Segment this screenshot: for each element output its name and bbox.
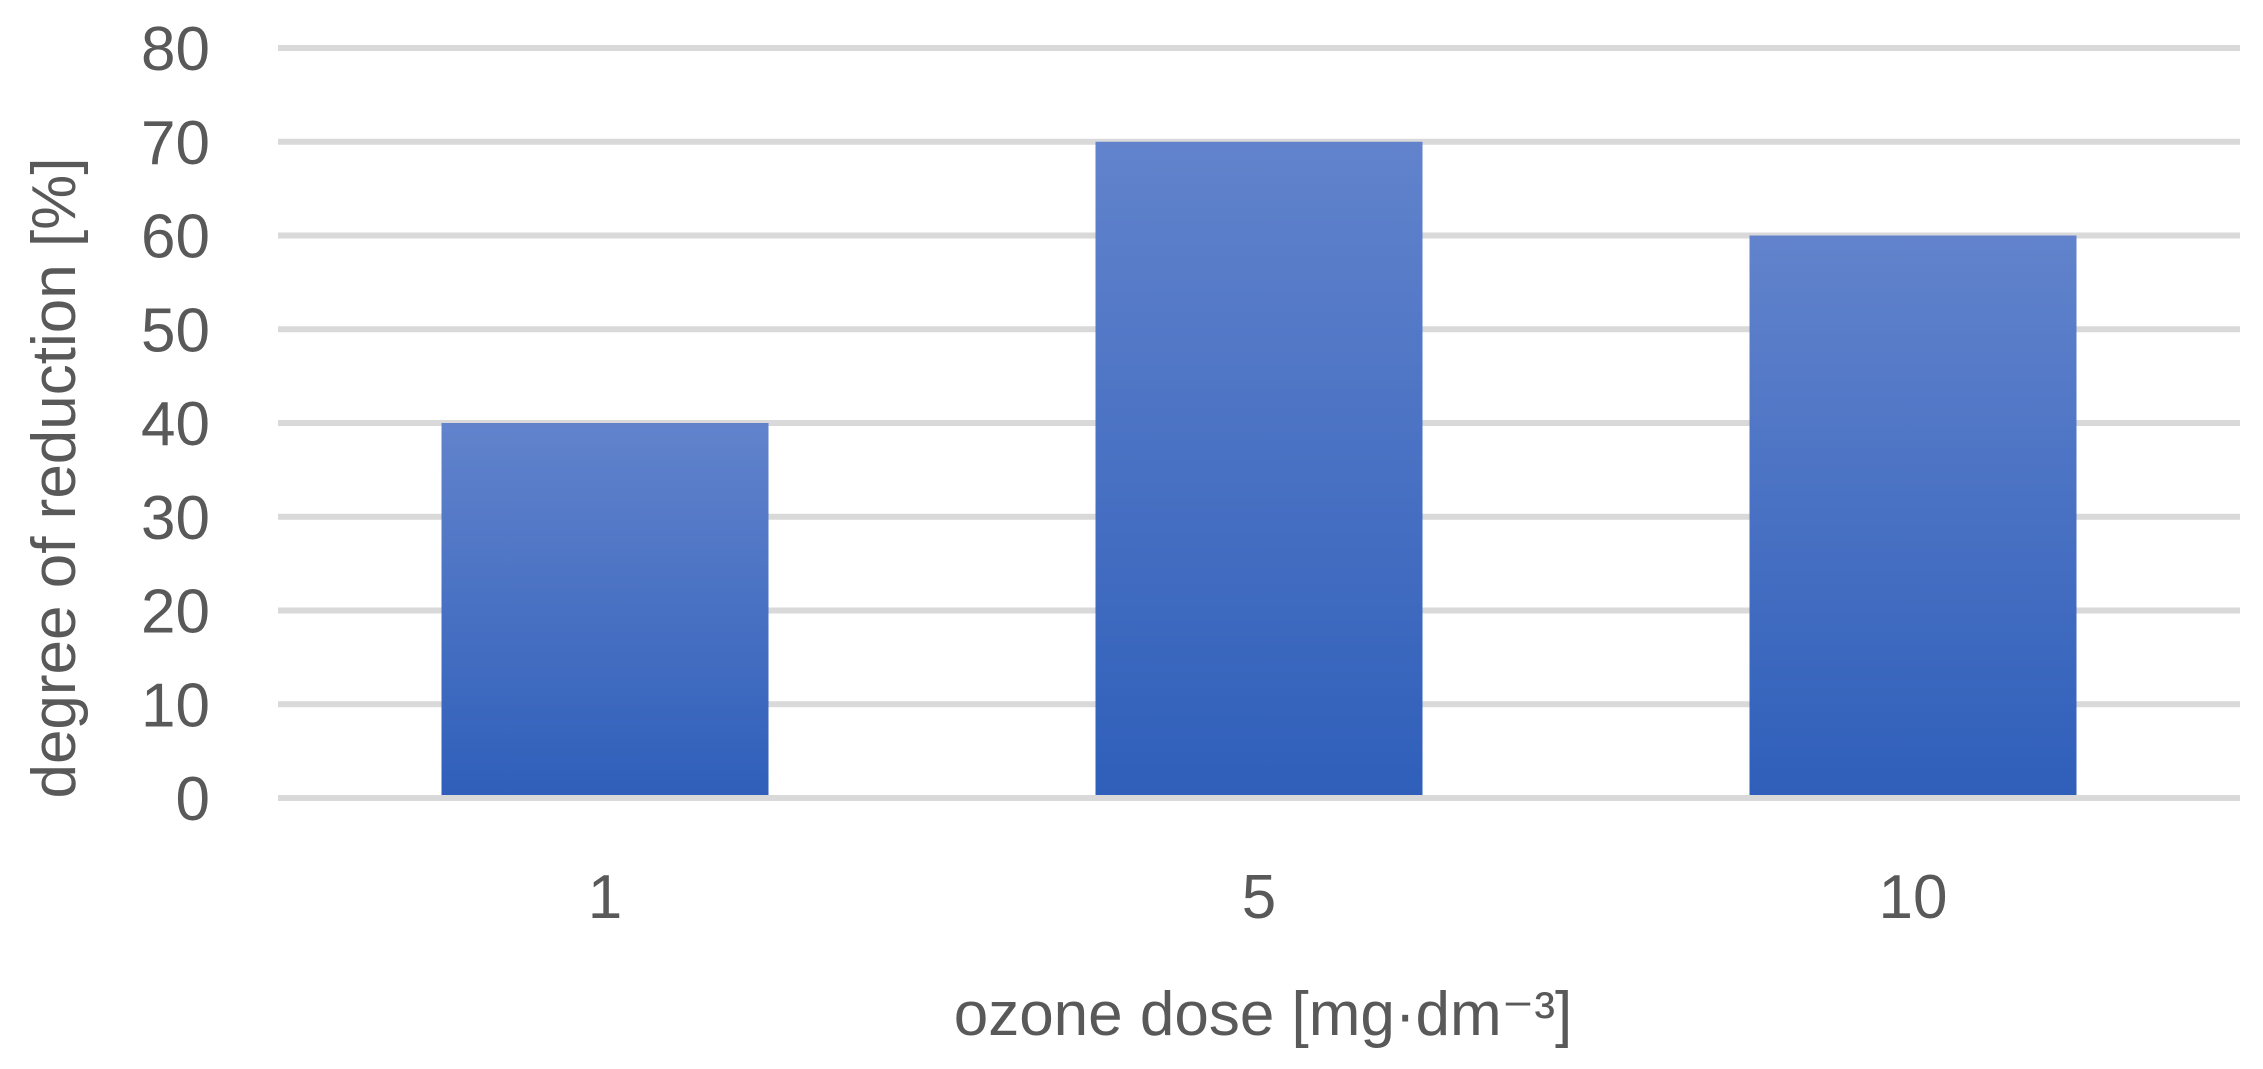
y-tick-label: 10 — [141, 671, 210, 740]
y-tick-label: 50 — [141, 296, 210, 365]
bar-10 — [1749, 235, 2077, 795]
y-tick-label: 60 — [141, 203, 210, 272]
y-tick-label: 70 — [141, 109, 210, 178]
x-tick-label: 10 — [1879, 863, 1948, 932]
y-axis-title: degree of reduction [%] — [20, 157, 89, 798]
y-tick-label: 80 — [141, 15, 210, 84]
x-tick-label: 1 — [588, 863, 622, 932]
x-axis-title: ozone dose [mg·dm⁻³] — [954, 980, 1573, 1049]
y-tick-label: 0 — [176, 765, 210, 834]
y-tick-label: 40 — [141, 390, 210, 459]
y-tick-label: 30 — [141, 484, 210, 553]
y-axis-ticks: 0 10 20 30 40 50 60 70 80 — [141, 15, 210, 834]
x-tick-label: 5 — [1242, 863, 1276, 932]
bars — [441, 141, 2077, 795]
y-tick-label: 20 — [141, 578, 210, 647]
x-axis-ticks: 1 5 10 — [588, 863, 1948, 932]
bar-1 — [441, 423, 769, 795]
bar-5 — [1095, 141, 1423, 795]
